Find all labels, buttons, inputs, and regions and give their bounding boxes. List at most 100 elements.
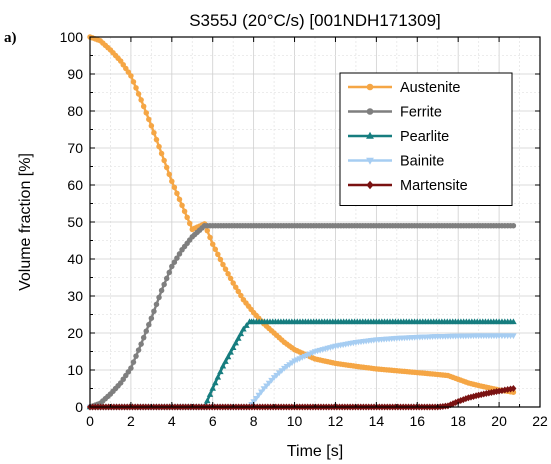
- legend-label-ferrite: Ferrite: [400, 105, 442, 121]
- data-point-austenite: [174, 190, 180, 197]
- data-point-pearlite: [222, 358, 229, 364]
- data-point-pearlite: [232, 339, 239, 346]
- legend-label-bainite: Bainite: [400, 154, 444, 170]
- x-tick-label: 10: [287, 413, 303, 429]
- data-point-martensite: [510, 385, 517, 392]
- data-point-ferrite: [171, 259, 178, 265]
- series-line-ferrite: [89, 224, 514, 409]
- data-point-ferrite: [156, 294, 162, 301]
- data-point-ferrite: [158, 287, 165, 294]
- data-point-ferrite: [161, 281, 167, 288]
- series-line-bainite: [90, 334, 514, 409]
- data-point-ferrite: [166, 269, 173, 276]
- y-tick-label: 10: [67, 362, 83, 378]
- data-point-austenite: [222, 266, 229, 272]
- data-point-ferrite: [140, 334, 147, 341]
- data-point-austenite: [140, 103, 147, 110]
- data-point-austenite: [163, 164, 170, 171]
- data-point-austenite: [235, 288, 242, 295]
- data-point-pearlite: [510, 318, 517, 325]
- data-point-pearlite: [240, 325, 247, 332]
- legend-marker-martensite: [366, 180, 374, 190]
- data-point-ferrite: [151, 308, 157, 315]
- data-point-bainite: [258, 389, 265, 396]
- data-point-ferrite: [163, 275, 170, 282]
- data-point-austenite: [133, 85, 139, 91]
- legend-marker-austenite: [366, 83, 374, 91]
- y-tick-label: 50: [67, 214, 83, 230]
- data-point-pearlite: [209, 385, 216, 391]
- series-pearlite: [86, 318, 517, 410]
- data-point-austenite: [138, 97, 144, 103]
- data-point-austenite: [207, 234, 213, 241]
- x-tick-label: 8: [250, 413, 258, 429]
- data-point-austenite: [217, 256, 224, 263]
- legend-marker-bainite: [366, 157, 374, 165]
- y-tick-label: 20: [67, 325, 83, 341]
- data-point-austenite: [169, 178, 175, 185]
- data-point-austenite: [225, 271, 231, 277]
- data-point-bainite: [263, 383, 270, 390]
- data-point-bainite: [255, 392, 262, 399]
- data-point-austenite: [161, 157, 167, 164]
- x-tick-label: 0: [86, 413, 94, 429]
- data-point-austenite: [232, 284, 239, 290]
- data-point-ferrite: [143, 328, 149, 334]
- data-point-austenite: [184, 214, 190, 221]
- data-point-austenite: [143, 110, 149, 116]
- panel-label: a): [4, 30, 17, 46]
- data-point-ferrite: [135, 347, 142, 353]
- data-point-martensite: [507, 385, 514, 393]
- y-tick-label: 100: [60, 29, 84, 45]
- data-point-austenite: [151, 129, 157, 136]
- data-point-austenite: [171, 184, 178, 191]
- data-point-ferrite: [148, 315, 155, 321]
- data-point-austenite: [510, 389, 517, 395]
- data-point-austenite: [227, 275, 234, 282]
- data-point-austenite: [148, 123, 155, 129]
- series-ferrite: [87, 222, 517, 410]
- y-tick-label: 30: [67, 288, 83, 304]
- data-point-austenite: [215, 251, 221, 258]
- data-point-austenite: [209, 241, 216, 247]
- data-point-ferrite: [128, 365, 134, 371]
- data-point-austenite: [212, 246, 219, 253]
- data-point-pearlite: [212, 379, 219, 386]
- data-point-ferrite: [138, 341, 144, 347]
- legend-label-martensite: Martensite: [400, 178, 468, 194]
- data-point-bainite: [260, 386, 268, 392]
- x-tick-label: 6: [209, 413, 217, 429]
- data-point-ferrite: [133, 353, 139, 359]
- data-point-austenite: [130, 79, 137, 85]
- data-point-pearlite: [243, 322, 250, 328]
- data-point-austenite: [146, 116, 152, 123]
- data-point-ferrite: [510, 222, 517, 229]
- data-point-pearlite: [214, 373, 222, 380]
- data-point-ferrite: [146, 321, 152, 328]
- data-point-bainite: [265, 380, 273, 387]
- x-tick-label: 2: [127, 413, 135, 429]
- x-tick-label: 12: [328, 413, 344, 429]
- data-point-bainite: [268, 377, 275, 384]
- y-tick-label: 60: [67, 177, 83, 193]
- y-tick-label: 0: [75, 399, 83, 415]
- x-tick-label: 22: [532, 413, 548, 429]
- data-point-austenite: [128, 73, 134, 79]
- data-point-austenite: [204, 227, 211, 234]
- data-point-austenite: [181, 208, 188, 215]
- data-point-pearlite: [206, 391, 214, 397]
- data-point-pearlite: [227, 348, 234, 355]
- data-point-ferrite: [174, 255, 180, 261]
- data-point-ferrite: [176, 251, 183, 257]
- legend-label-austenite: Austenite: [400, 80, 460, 96]
- data-point-pearlite: [224, 353, 232, 360]
- data-point-austenite: [158, 150, 165, 157]
- data-point-ferrite: [130, 359, 137, 365]
- x-tick-label: 14: [369, 413, 385, 429]
- data-point-ferrite: [169, 263, 175, 270]
- y-tick-label: 40: [67, 251, 83, 267]
- data-point-austenite: [156, 143, 162, 150]
- x-tick-label: 4: [168, 413, 176, 429]
- data-point-austenite: [238, 292, 244, 299]
